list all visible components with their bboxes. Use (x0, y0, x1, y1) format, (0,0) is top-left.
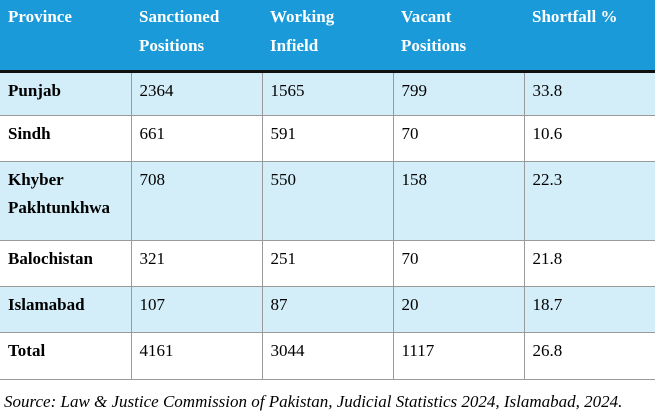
cell-sanctioned: 107 (130, 285, 263, 333)
header-sanctioned-line1: Sanctioned (139, 7, 220, 26)
header-shortfall: Shortfall % (524, 0, 655, 71)
cell-province: Punjab (0, 70, 132, 116)
cell-shortfall: 21.8 (523, 239, 655, 287)
cell-vacant: 70 (392, 114, 525, 162)
data-table-container: Province Sanctioned Positions Working Infi… (0, 0, 655, 380)
table-row-sindh: Sindh 661 591 70 10.6 (0, 114, 655, 162)
cell-working: 3044 (261, 331, 394, 380)
cell-working: 591 (261, 114, 394, 162)
cell-working: 550 (261, 160, 394, 241)
cell-vacant: 158 (392, 160, 525, 241)
cell-sanctioned: 2364 (130, 70, 263, 116)
header-working-line1: Working (270, 7, 335, 26)
header-working: Working Infield (262, 0, 393, 71)
cell-working: 87 (261, 285, 394, 333)
cell-vacant: 70 (392, 239, 525, 287)
cell-shortfall: 26.8 (523, 331, 655, 380)
cell-shortfall: 18.7 (523, 285, 655, 333)
cell-vacant: 799 (392, 70, 525, 116)
header-vacant-line2: Positions (401, 36, 467, 55)
header-vacant-line1: Vacant (401, 7, 452, 26)
table-row-khyber-pakhtunkhwa: Khyber Pakhtunkhwa 708 550 158 22.3 (0, 160, 655, 241)
cell-shortfall: 33.8 (523, 70, 655, 116)
cell-province: Khyber Pakhtunkhwa (0, 160, 132, 241)
cell-shortfall: 10.6 (523, 114, 655, 162)
header-vacant: Vacant Positions (393, 0, 524, 71)
header-working-line2: Infield (270, 36, 319, 55)
header-sanctioned-line2: Positions (139, 36, 205, 55)
cell-shortfall: 22.3 (523, 160, 655, 241)
cell-province: Balochistan (0, 239, 132, 287)
cell-working: 251 (261, 239, 394, 287)
header-sanctioned: Sanctioned Positions (131, 0, 262, 71)
table-row-islamabad: Islamabad 107 87 20 18.7 (0, 285, 655, 333)
cell-sanctioned: 661 (130, 114, 263, 162)
header-province: Province (0, 0, 131, 71)
cell-working: 1565 (261, 70, 394, 116)
table-row-punjab: Punjab 2364 1565 799 33.8 (0, 70, 655, 116)
vacancy-table: Province Sanctioned Positions Working Infi… (0, 0, 655, 380)
cell-sanctioned: 708 (130, 160, 263, 241)
cell-province-line1: Khyber (8, 169, 64, 189)
cell-sanctioned: 4161 (130, 331, 263, 380)
cell-province: Islamabad (0, 285, 132, 333)
cell-province: Sindh (0, 114, 132, 162)
cell-sanctioned: 321 (130, 239, 263, 287)
cell-province: Total (0, 331, 132, 380)
cell-vacant: 20 (392, 285, 525, 333)
table-row-total: Total 4161 3044 1117 26.8 (0, 331, 655, 380)
cell-province-line2: Pakhtunkhwa (8, 197, 111, 217)
source-citation: Source: Law & Justice Commission of Paki… (4, 392, 623, 411)
header-province-line1: Province (8, 7, 72, 26)
table-header-row: Province Sanctioned Positions Working Infi… (0, 0, 655, 71)
header-shortfall-line1: Shortfall % (532, 7, 618, 26)
cell-vacant: 1117 (392, 331, 525, 380)
table-row-balochistan: Balochistan 321 251 70 21.8 (0, 239, 655, 287)
